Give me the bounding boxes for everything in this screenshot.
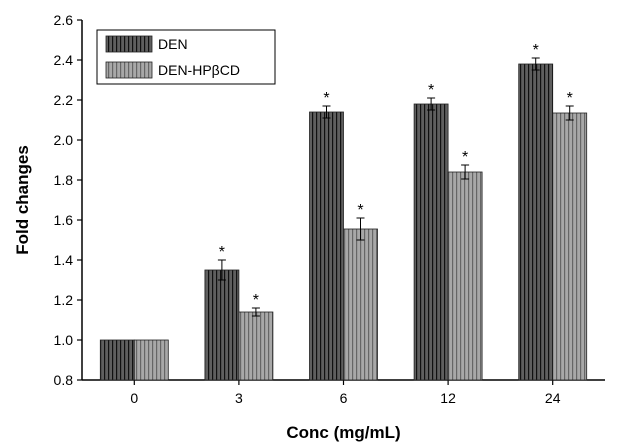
bar-den xyxy=(204,269,240,381)
bar-den-hpbcd xyxy=(343,228,378,381)
x-tick-label: 12 xyxy=(440,390,456,406)
bar-den xyxy=(518,63,554,381)
bar-den xyxy=(99,339,135,381)
significance-star: * xyxy=(428,82,434,99)
significance-star: * xyxy=(253,292,259,309)
x-tick-label: 3 xyxy=(235,390,243,406)
legend-label: DEN-HPβCD xyxy=(158,62,240,78)
y-tick-label: 1.8 xyxy=(54,172,74,188)
y-tick-label: 2.6 xyxy=(54,12,74,28)
y-tick-label: 1.2 xyxy=(54,292,74,308)
bar-den-hpbcd xyxy=(133,339,169,381)
y-tick-label: 2.0 xyxy=(54,132,74,148)
legend: DEN DEN-HPβCD xyxy=(96,29,276,85)
legend-label: DEN xyxy=(158,36,188,52)
bar-den xyxy=(309,111,344,381)
significance-star: * xyxy=(533,42,539,59)
legend-swatch xyxy=(105,35,153,53)
legend-swatch xyxy=(105,61,153,79)
x-tick-label: 6 xyxy=(340,390,348,406)
x-tick-label: 24 xyxy=(545,390,561,406)
bar-den-hpbcd xyxy=(552,112,588,381)
significance-star: * xyxy=(462,149,468,166)
x-tick-label: 0 xyxy=(130,390,138,406)
y-tick-label: 1.0 xyxy=(54,332,74,348)
y-tick-label: 1.6 xyxy=(54,212,74,228)
significance-star: * xyxy=(323,90,329,107)
y-tick-label: 1.4 xyxy=(54,252,74,268)
bar-den-hpbcd xyxy=(447,171,483,381)
y-tick-label: 2.4 xyxy=(54,52,74,68)
y-tick-label: 0.8 xyxy=(54,372,74,388)
y-tick-label: 2.2 xyxy=(54,92,74,108)
significance-star: * xyxy=(357,202,363,219)
x-axis-title: Conc (mg/mL) xyxy=(286,423,400,442)
y-axis-title: Fold changes xyxy=(13,145,32,255)
significance-star: * xyxy=(567,90,573,107)
plot-area: 0.8 1.0 1.2 1.4 1.6 1.8 2.0 2.2 2.4 2.6 0 3 6 12 24 * * *… xyxy=(54,12,605,406)
significance-star: * xyxy=(219,244,225,261)
bar-den-hpbcd xyxy=(238,311,274,381)
bar-den xyxy=(413,103,449,381)
